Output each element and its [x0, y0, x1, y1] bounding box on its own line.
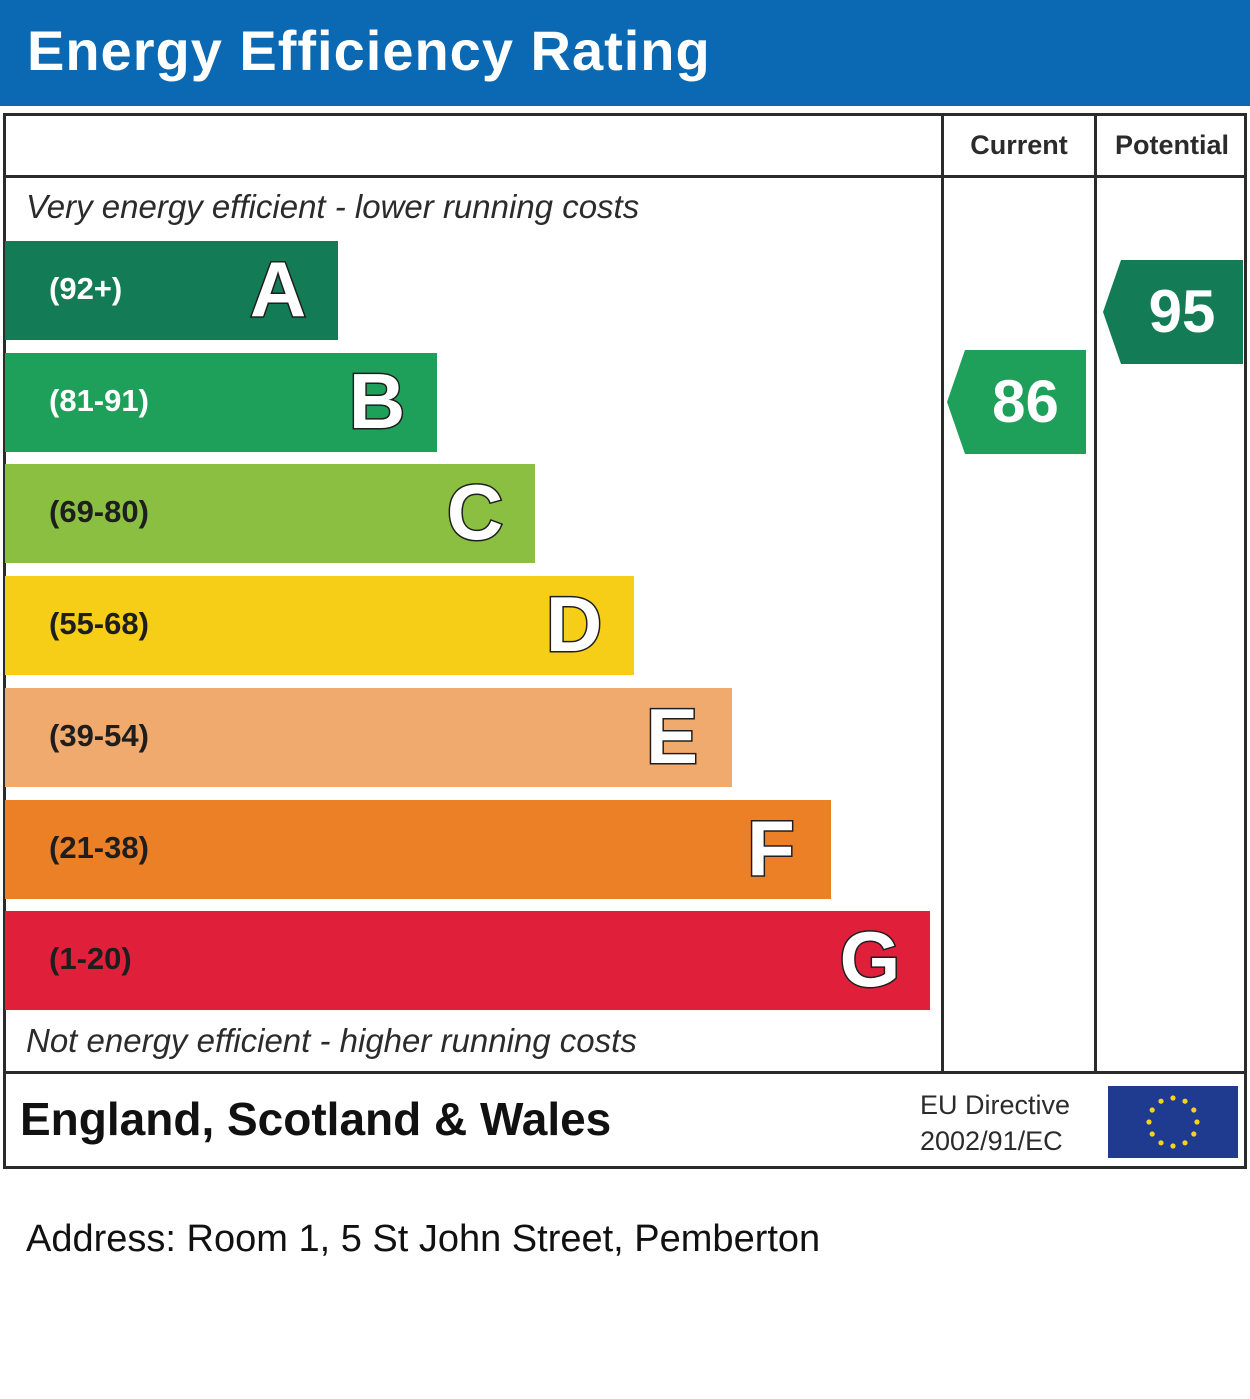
current-column-divider [941, 113, 944, 1073]
title-bar: Energy Efficiency Rating [0, 0, 1250, 106]
band-f-range: (21-38) [49, 830, 149, 865]
band-e: (39-54) E [5, 688, 732, 787]
band-e-range: (39-54) [49, 718, 149, 753]
band-c-range: (69-80) [49, 494, 149, 529]
band-f: (21-38) F [5, 800, 831, 899]
band-b: (81-91) B [5, 353, 437, 452]
band-f-letter: F [746, 803, 797, 894]
eu-directive-line1: EU Directive [920, 1090, 1071, 1120]
potential-header: Potential [1114, 130, 1229, 160]
rating-frame [3, 113, 1247, 1169]
current-rating-value: 86 [992, 368, 1059, 435]
band-d-letter: D [544, 579, 603, 670]
eu-flag-icon [1108, 1086, 1238, 1158]
top-caption: Very energy efficient - lower running co… [26, 188, 640, 225]
band-a-letter: A [248, 244, 307, 335]
footer-divider [3, 1071, 1247, 1074]
band-d: (55-68) D [5, 576, 634, 675]
bottom-caption: Not energy efficient - higher running co… [26, 1022, 637, 1059]
region-label: England, Scotland & Wales [20, 1093, 612, 1145]
band-c-letter: C [445, 467, 504, 558]
potential-column-divider [1094, 113, 1097, 1073]
current-header: Current [970, 130, 1068, 160]
current-rating-arrow [947, 350, 1086, 454]
header-divider [3, 175, 1247, 178]
band-a: (92+) A [5, 241, 338, 340]
band-d-range: (55-68) [49, 606, 149, 641]
property-address: Address: Room 1, 5 St John Street, Pembe… [26, 1218, 821, 1260]
band-c: (69-80) C [5, 464, 535, 563]
band-g: (1-20) G [5, 911, 930, 1010]
band-g-letter: G [838, 914, 902, 1005]
potential-rating-value: 95 [1148, 278, 1216, 345]
potential-rating-arrow [1103, 260, 1243, 364]
band-b-range: (81-91) [49, 383, 149, 418]
chart-title: Energy Efficiency Rating [27, 19, 711, 82]
band-b-letter: B [347, 356, 406, 447]
band-e-letter: E [644, 691, 699, 782]
band-a-range: (92+) [49, 271, 123, 306]
eu-directive-line2: 2002/91/EC [920, 1126, 1063, 1156]
band-g-range: (1-20) [49, 941, 132, 976]
